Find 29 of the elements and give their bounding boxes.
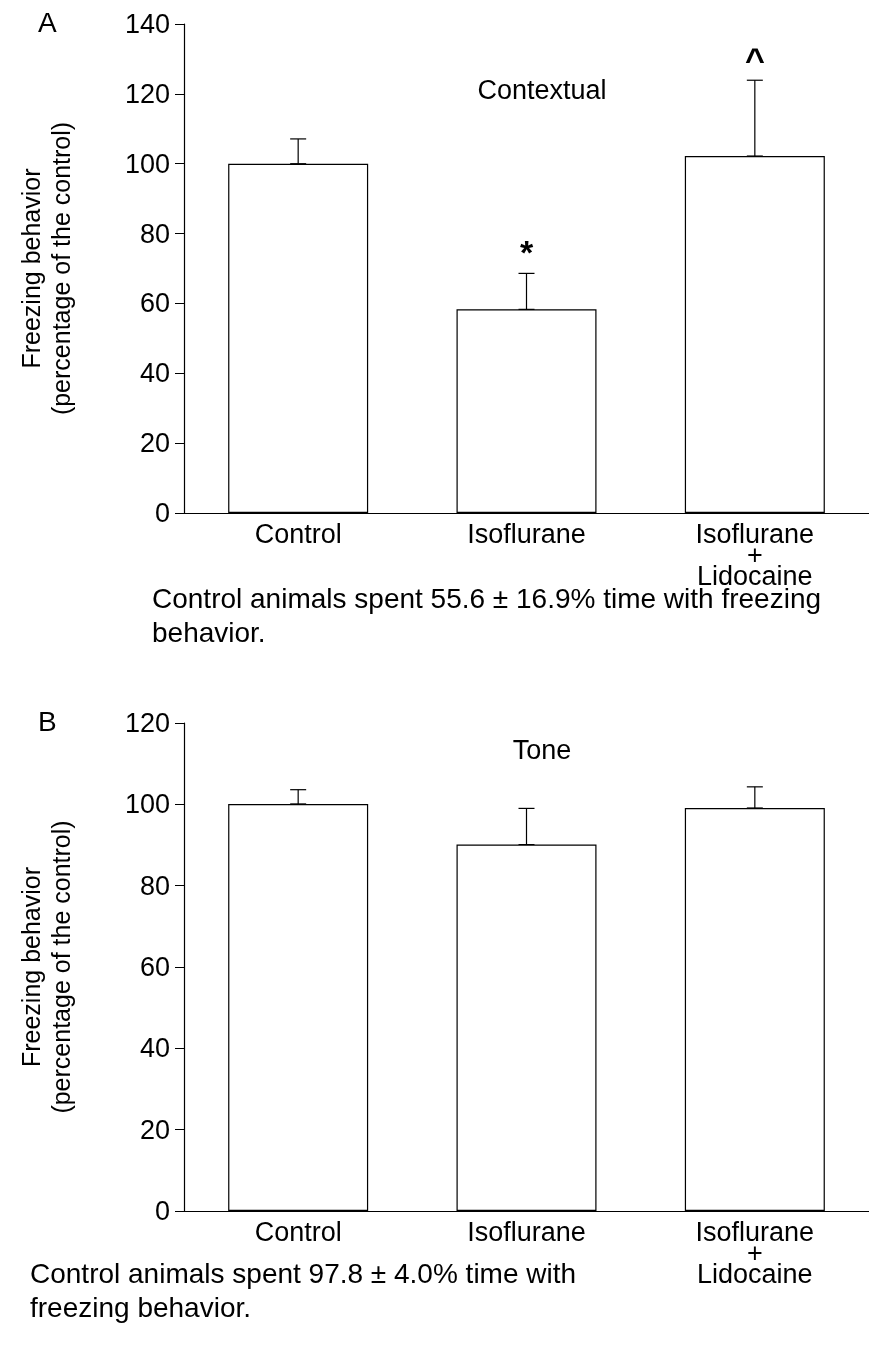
y-tick-label: 140 [124,9,170,39]
y-axis-title: Freezing behavior (percentage of the control) [17,121,75,416]
y-tick-label: 80 [139,870,170,901]
y-tick-label: 60 [139,952,170,982]
y-tick-label: 80 [139,218,170,249]
text: A [38,6,57,38]
annotation: * [519,233,534,272]
chart-title: Tone [512,734,572,765]
y-tick-label: 120 [124,78,170,109]
y-tick-label: 20 [139,1114,170,1145]
y-tick-label: 100 [124,789,170,820]
y-tick-label: 60 [139,288,170,319]
y-axis-title: Freezing behavior (percentage of the control) [17,820,75,1114]
y-tick-label: 0 [154,498,170,528]
y-tick-label: 20 [139,428,170,459]
y-tick-label: 40 [139,1033,170,1064]
text: Control animals spent 97.8 ± 4.0% time with freezing behavior. [30,1257,584,1323]
annotation: ^ [744,40,765,79]
y-tick-label: 40 [139,358,170,389]
y-tick-label: 120 [124,708,170,738]
text: B [38,705,57,737]
x-tick-label: Control [254,1216,342,1247]
x-tick-label: Isoflurane + Lidocaine [695,1216,815,1289]
x-tick-label: Isoflurane [467,1216,586,1247]
y-tick-label: 0 [154,1196,170,1226]
x-tick-label: Isoflurane [467,518,586,549]
y-tick-label: 100 [124,148,170,179]
text: Contextual [477,74,607,105]
x-tick-label: Control [254,518,342,549]
